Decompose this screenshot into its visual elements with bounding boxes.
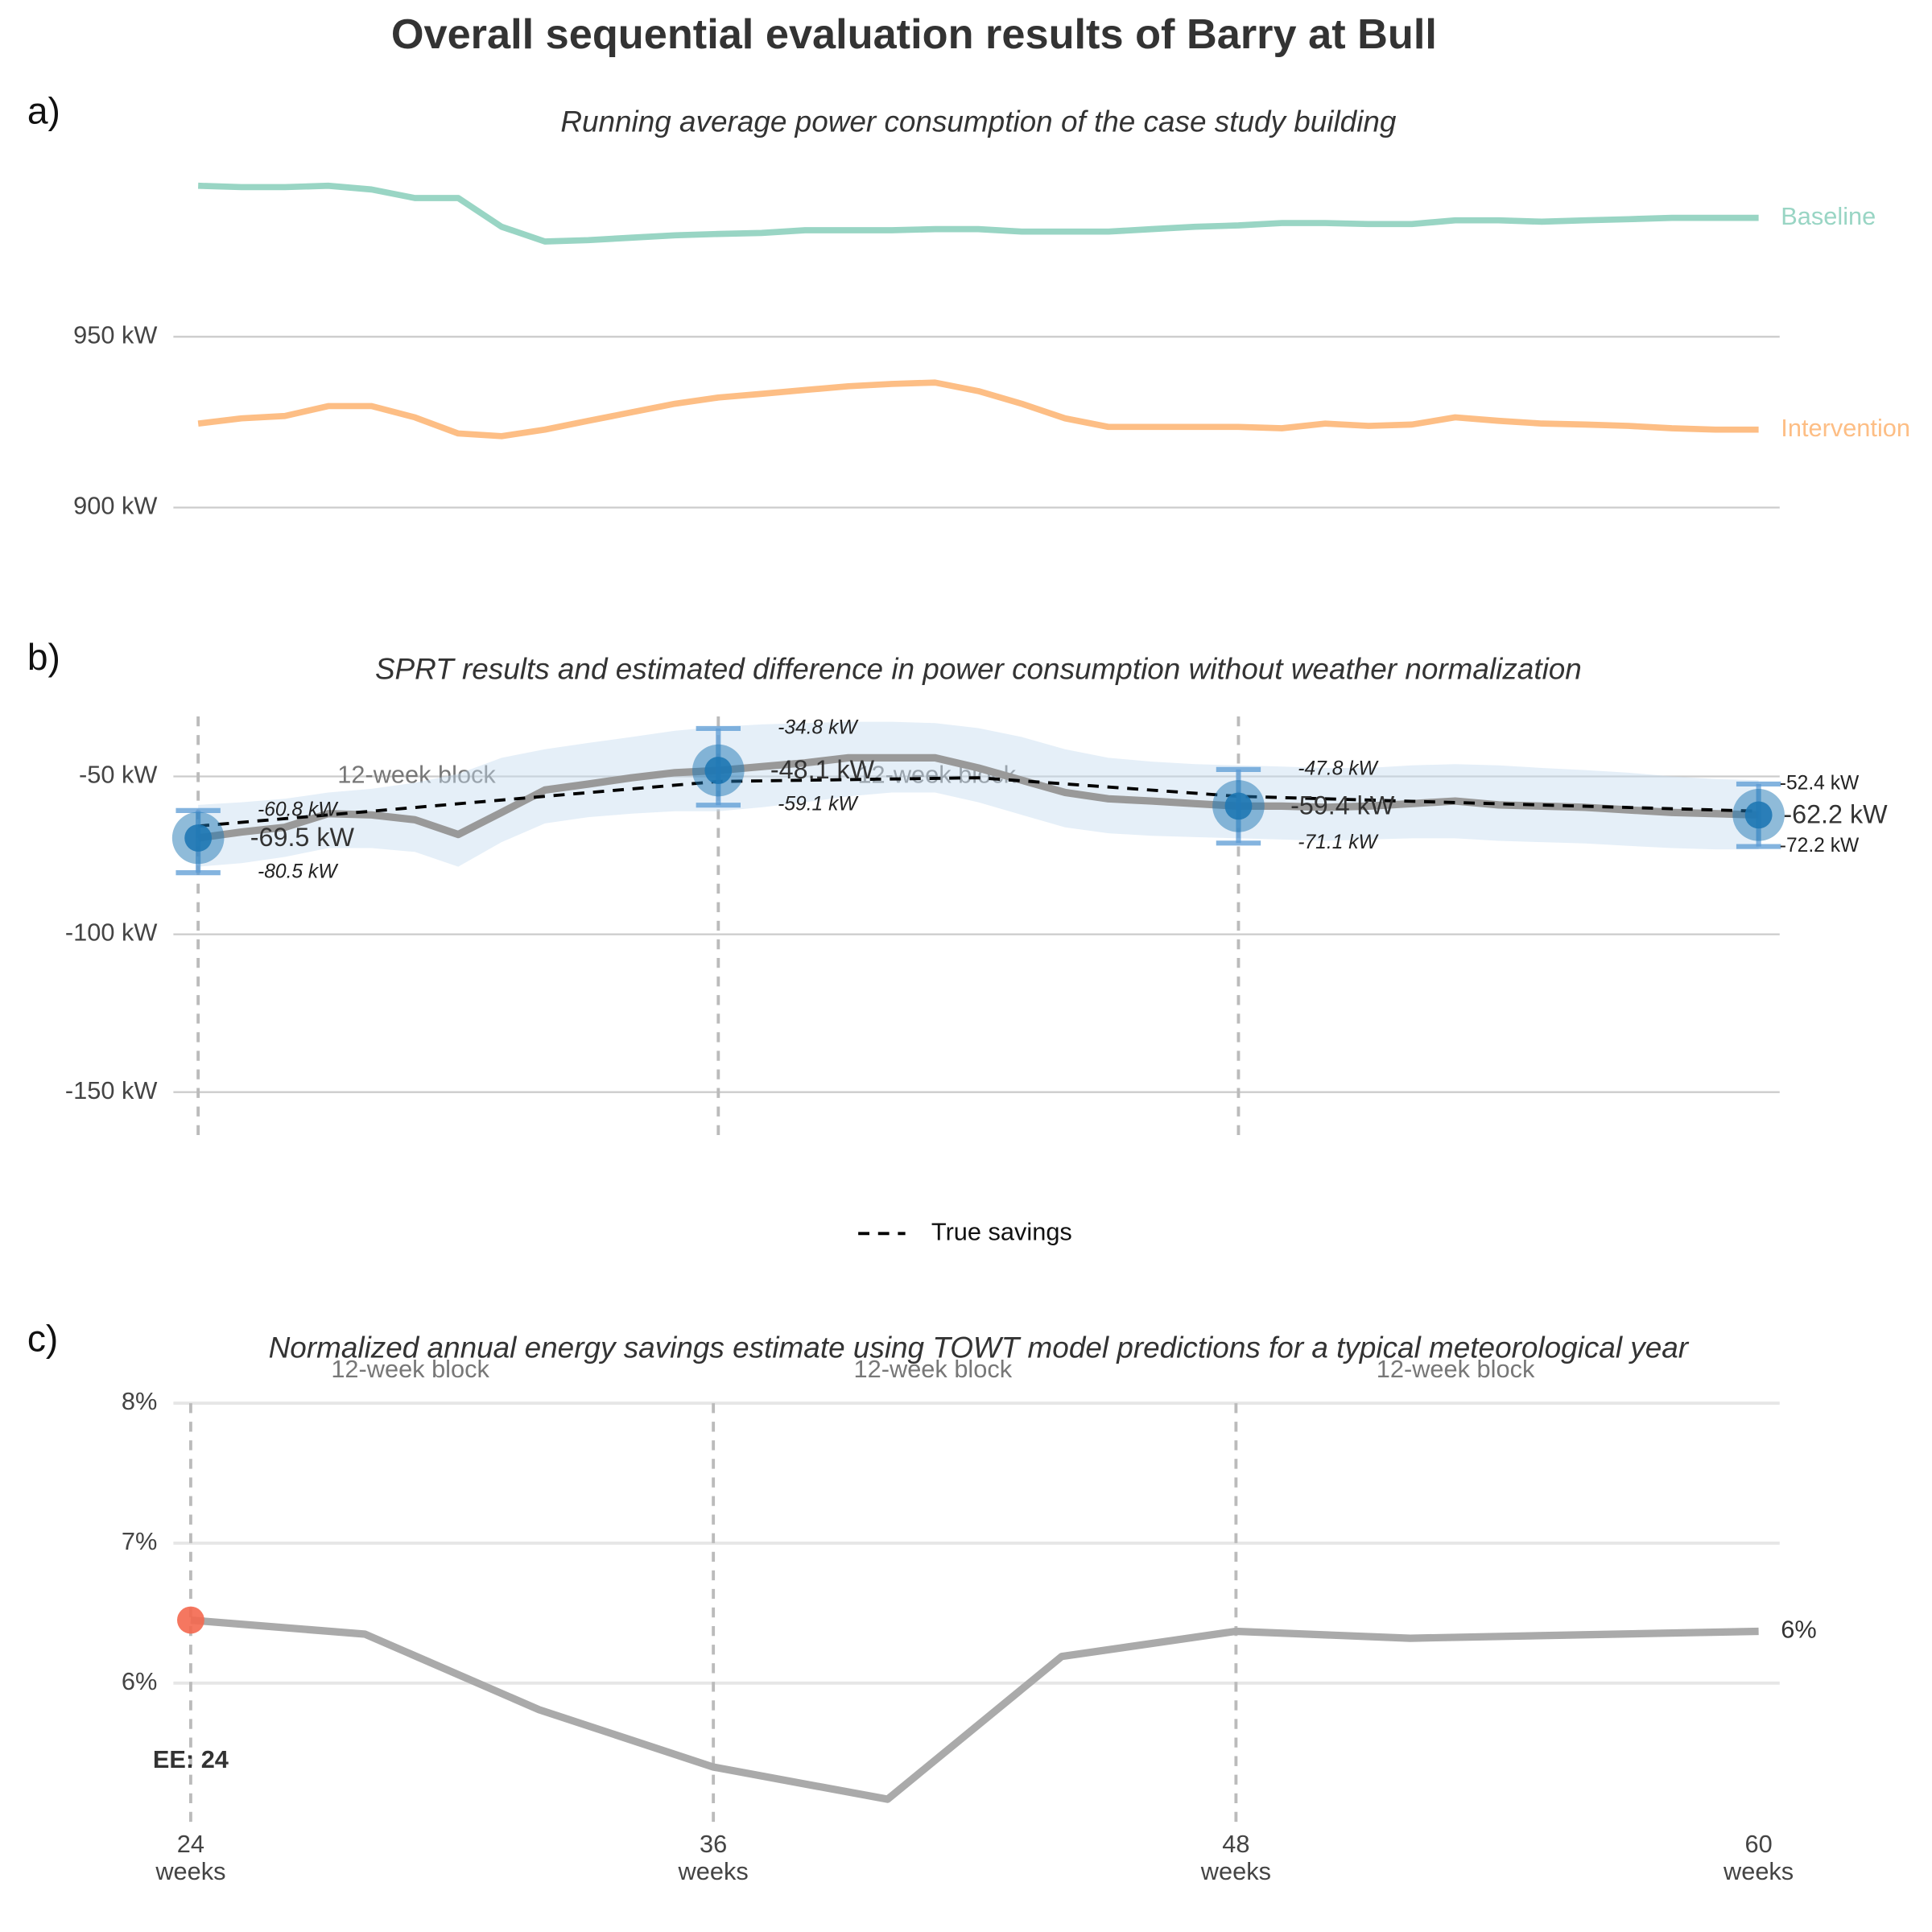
x-tick-label: 36 weeks: [678, 1829, 749, 1885]
upper-bound-label: -34.8 kW: [778, 716, 859, 738]
checkpoint-point: [184, 824, 213, 852]
checkpoint-label: -59.4 kW: [1290, 791, 1395, 819]
lower-bound-label: -72.2 kW: [1780, 835, 1860, 857]
block-annotation: 12-week block: [854, 1355, 1013, 1383]
series-line: [198, 182, 1759, 245]
y-tick-label: -50 kW: [79, 761, 157, 789]
x-tick-label: 24 weeks: [155, 1829, 226, 1885]
series-line: [190, 1616, 1759, 1803]
block-annotation: 12-week block: [1377, 1355, 1535, 1383]
checkpoint-label: -48.1 kW: [770, 755, 875, 784]
series-end-label: 6%: [1781, 1616, 1816, 1644]
block-annotation: 12-week block: [331, 1355, 489, 1383]
lower-bound-label: -71.1 kW: [1298, 832, 1379, 853]
x-tick-label: 60 weeks: [1724, 1829, 1794, 1885]
panel-label: b): [27, 636, 60, 678]
panel-label: c): [27, 1317, 58, 1359]
y-tick-label: -150 kW: [65, 1076, 157, 1104]
series-line: [197, 379, 1759, 440]
checkpoint-point: [1224, 792, 1253, 820]
legend-label: True savings: [931, 1217, 1072, 1245]
y-tick-label: 8%: [122, 1387, 157, 1415]
panel-label: a): [27, 90, 60, 132]
subtitle: SPRT results and estimated difference in…: [375, 653, 1582, 686]
highlight-label: EE: 24: [153, 1745, 229, 1773]
checkpoint-point: [1744, 801, 1773, 829]
lower-bound-label: -59.1 kW: [778, 794, 859, 815]
x-tick-label: 48 weeks: [1200, 1829, 1271, 1885]
checkpoint-label: -62.2 kW: [1783, 799, 1888, 828]
highlight-point: [177, 1606, 204, 1634]
checkpoint-point: [704, 757, 733, 784]
estimate-line: [197, 753, 1759, 842]
subtitle: Running average power consumption of the…: [560, 105, 1397, 138]
y-tick-label: 7%: [122, 1527, 157, 1555]
y-tick-label: -100 kW: [65, 919, 157, 947]
upper-bound-label: -52.4 kW: [1780, 772, 1860, 794]
confidence-ribbon: [198, 721, 1759, 867]
lower-bound-label: -80.5 kW: [258, 861, 339, 883]
chart-title: Overall sequential evaluation results of…: [391, 11, 1437, 58]
upper-bound-label: -47.8 kW: [1298, 758, 1379, 779]
block-annotation: 12-week block: [337, 761, 496, 789]
y-tick-label: 900 kW: [73, 492, 157, 520]
y-tick-label: 6%: [122, 1667, 157, 1695]
series-end-label: Intervention: [1781, 414, 1910, 442]
subtitle: Normalized annual energy savings estimat…: [269, 1331, 1690, 1364]
series-end-label: Baseline: [1781, 202, 1876, 230]
y-tick-label: 950 kW: [73, 320, 157, 349]
checkpoint-label: -69.5 kW: [250, 823, 355, 852]
true-savings-line: [197, 776, 1759, 828]
upper-bound-label: -60.8 kW: [258, 799, 339, 820]
